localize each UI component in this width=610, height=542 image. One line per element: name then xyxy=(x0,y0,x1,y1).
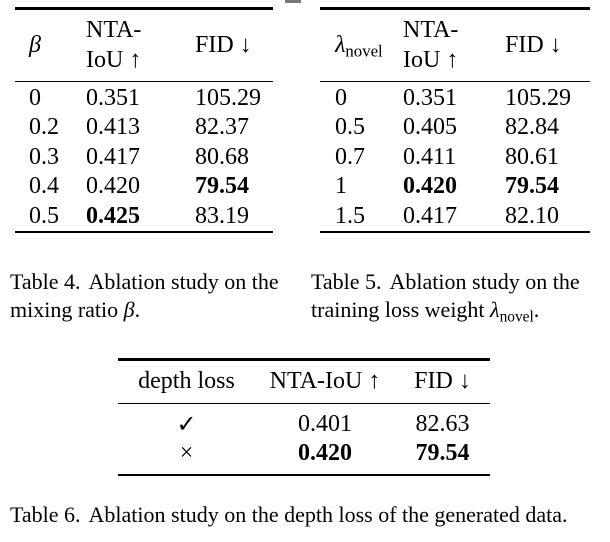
table-row: 0.4 0.420 79.54 xyxy=(15,172,273,201)
table5-body: 0 0.351 105.29 0.5 0.405 82.84 0.7 0.411… xyxy=(320,82,590,231)
table4-midrule xyxy=(15,80,273,82)
beta-symbol: β xyxy=(29,31,41,58)
lambda-symbol: λ xyxy=(335,31,346,58)
table5-caption: Table 5. Ablation study on the training l… xyxy=(311,268,603,324)
table5-header-row: λnovel NTA-IoU ↑ FID ↓ xyxy=(320,10,590,81)
table5-cell-r1-c0: 0.5 xyxy=(335,114,365,141)
table-row: 0.3 0.417 80.68 xyxy=(15,143,273,172)
table4-cell-r0-c0: 0 xyxy=(29,85,41,112)
table4-cell-r1-c1: 0.413 xyxy=(86,114,140,141)
table5-cell-r3-c0: 1 xyxy=(335,173,347,200)
table4-cell-r1-c2: 82.37 xyxy=(195,114,249,141)
table-row: ✓ 0.401 82.63 xyxy=(118,410,490,439)
table5-caption-line1: Table 5. Ablation study on the xyxy=(311,269,580,294)
table4-bottomrule xyxy=(15,230,273,234)
table-row: 0.2 0.413 82.37 xyxy=(15,113,273,142)
table5-header-fid: FID ↓ xyxy=(505,31,562,58)
lambda-subscript: novel xyxy=(345,41,383,61)
table5-header-ntaiou: NTA-IoU ↑ xyxy=(403,17,459,73)
table4-header-beta: β xyxy=(15,32,86,59)
table4-toprule xyxy=(15,7,273,10)
table6-header-fid: FID ↓ xyxy=(414,368,471,394)
table6-cell-r0-c2: 82.63 xyxy=(415,410,470,437)
table4-caption-line1: Table 4. Ablation study on the xyxy=(10,269,279,294)
table6-body: ✓ 0.401 82.63 × 0.420 79.54 xyxy=(118,404,490,474)
table-row: 0.5 0.405 82.84 xyxy=(320,113,590,142)
table-row: 0.7 0.411 80.61 xyxy=(320,143,590,172)
table4-cell-r3-c0: 0.4 xyxy=(29,173,59,200)
beta-symbol: β xyxy=(123,297,135,322)
table6-caption: Table 6. Ablation study on the depth loss… xyxy=(10,502,568,527)
table5-caption-line2: training loss weight λnovel. xyxy=(311,297,540,326)
table4-cell-r4-c1-best: 0.425 xyxy=(86,202,140,229)
table4-cell-r1-c0: 0.2 xyxy=(29,114,59,141)
lambda-subscript: novel xyxy=(499,308,534,326)
table4-cell-r0-c2: 105.29 xyxy=(195,85,261,112)
table4-header-row: β NTA-IoU ↑ FID ↓ xyxy=(15,10,273,81)
table5-cell-r0-c1: 0.351 xyxy=(403,85,457,112)
table5-cell-r2-c2: 80.61 xyxy=(505,143,559,170)
table-row: 1.5 0.417 82.10 xyxy=(320,201,590,230)
table5-cell-r4-c2: 82.10 xyxy=(505,202,559,229)
table6-header-depthloss: depth loss xyxy=(138,368,235,394)
table-row: 0 0.351 105.29 xyxy=(15,84,273,113)
table5-cell-r2-c0: 0.7 xyxy=(335,143,365,170)
table4-body: 0 0.351 105.29 0.2 0.413 82.37 0.3 0.417… xyxy=(15,82,273,231)
table4-cell-r2-c0: 0.3 xyxy=(29,143,59,170)
table5-bottomrule xyxy=(320,230,590,234)
table5-midrule xyxy=(320,80,590,82)
table6-header-ntaiou: NTA-IoU ↑ xyxy=(269,368,381,394)
table5-cell-r3-c1-best: 0.420 xyxy=(403,173,457,200)
table6: depth loss NTA-IoU ↑ FID ↓ ✓ 0.401 82.63… xyxy=(118,358,490,477)
table6-midrule xyxy=(118,402,490,404)
cropped-artifact-mark xyxy=(285,0,301,3)
table6-cell-r1-c2-best: 79.54 xyxy=(415,439,470,466)
table5-cell-r4-c1: 0.417 xyxy=(403,202,457,229)
cross-icon: × xyxy=(179,439,194,466)
table4-cell-r0-c1: 0.351 xyxy=(86,85,140,112)
table4-header-fid: FID ↓ xyxy=(195,31,252,58)
table4: β NTA-IoU ↑ FID ↓ 0 0.351 105.29 0.2 0.4… xyxy=(15,7,273,234)
table6-toprule xyxy=(118,358,490,361)
table-row: 0 0.351 105.29 xyxy=(320,84,590,113)
table4-cell-r2-c1: 0.417 xyxy=(86,143,140,170)
check-icon: ✓ xyxy=(176,411,197,438)
table4-cell-r4-c0: 0.5 xyxy=(29,202,59,229)
lambda-symbol: λ xyxy=(490,297,500,322)
table6-cell-r1-c1-best: 0.420 xyxy=(298,439,352,466)
table4-caption: Table 4. Ablation study on the mixing rat… xyxy=(10,268,296,324)
table5-cell-r2-c1: 0.411 xyxy=(403,143,457,170)
table5-cell-r0-c2: 105.29 xyxy=(505,85,571,112)
table5-caption-label: Table 5. xyxy=(311,269,382,294)
table5-cell-r0-c0: 0 xyxy=(335,85,347,112)
table4-caption-label: Table 4. xyxy=(10,269,81,294)
table4-header-ntaiou: NTA-IoU ↑ xyxy=(86,17,142,73)
table-row: × 0.420 79.54 xyxy=(118,439,490,468)
table-row: 0.5 0.425 83.19 xyxy=(15,201,273,230)
table5-cell-r3-c2-best: 79.54 xyxy=(505,173,559,200)
table-row: 1 0.420 79.54 xyxy=(320,172,590,201)
table4-cell-r4-c2: 83.19 xyxy=(195,202,249,229)
table5: λnovel NTA-IoU ↑ FID ↓ 0 0.351 105.29 0.… xyxy=(320,7,590,234)
table6-bottomrule xyxy=(118,473,490,477)
table5-header-lambda: λnovel xyxy=(320,31,403,61)
table4-cell-r3-c2-best: 79.54 xyxy=(195,173,249,200)
table6-cell-r0-c1: 0.401 xyxy=(298,410,352,437)
table6-header-row: depth loss NTA-IoU ↑ FID ↓ xyxy=(118,361,490,403)
table4-cell-r3-c1: 0.420 xyxy=(86,173,140,200)
table5-cell-r1-c1: 0.405 xyxy=(403,114,457,141)
table5-cell-r1-c2: 82.84 xyxy=(505,114,559,141)
table4-caption-line2: mixing ratio β. xyxy=(10,297,141,322)
table5-toprule xyxy=(320,7,590,10)
table5-cell-r4-c0: 1.5 xyxy=(335,202,365,229)
table6-caption-label: Table 6. xyxy=(10,502,81,527)
table4-cell-r2-c2: 80.68 xyxy=(195,143,249,170)
